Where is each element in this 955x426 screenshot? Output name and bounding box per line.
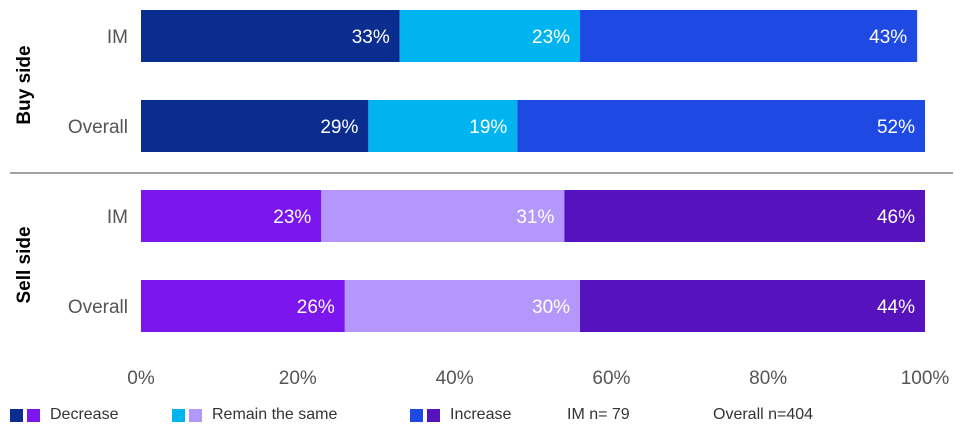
- x-tick-label-0: 0%: [127, 368, 155, 389]
- bar-segment-buy-side-im-decrease: [141, 10, 400, 62]
- bar-segment-buy-side-im-increase: [580, 10, 918, 62]
- legend-item-increase: Increase: [410, 404, 511, 426]
- category-label-buy-side-overall: Overall: [68, 117, 128, 138]
- category-label-sell-side-im: IM: [107, 207, 128, 228]
- bar-segment-sell-side-im-increase: [564, 190, 925, 242]
- data-label-sell-side-im-decrease: 23%: [273, 207, 311, 228]
- legend-label-increase: Increase: [450, 406, 512, 423]
- legend-note-im-n: IM n= 79: [567, 406, 630, 423]
- legend-item-remain: Remain the same: [172, 404, 337, 426]
- category-label-sell-side-overall: Overall: [68, 297, 128, 318]
- legend-swatch-remain-sell: [189, 408, 202, 422]
- group-label-sell-side: Sell side: [14, 226, 35, 303]
- bar-segment-buy-side-overall-increase: [517, 100, 925, 152]
- legend-swatch-increase-sell: [427, 408, 440, 422]
- legend-swatch-decrease-sell: [27, 408, 40, 422]
- data-label-buy-side-overall-remain-the-same: 19%: [469, 117, 507, 138]
- x-tick-label-4: 80%: [749, 368, 787, 389]
- data-label-sell-side-im-remain-the-same: 31%: [516, 207, 554, 228]
- x-tick-label-1: 20%: [279, 368, 317, 389]
- bar-segment-buy-side-overall-remain-the-same: [368, 100, 518, 152]
- bar-segment-buy-side-im-remain-the-same: [399, 10, 581, 62]
- bar-segment-sell-side-im-remain-the-same: [321, 190, 565, 242]
- x-tick-label-3: 60%: [592, 368, 630, 389]
- category-label-buy-side-im: IM: [107, 27, 128, 48]
- legend-label-remain: Remain the same: [212, 406, 338, 423]
- data-label-sell-side-im-increase: 46%: [877, 207, 915, 228]
- data-label-sell-side-overall-decrease: 26%: [297, 297, 335, 318]
- legend-swatch-remain-buy: [172, 408, 185, 422]
- data-label-sell-side-overall-increase: 44%: [877, 297, 915, 318]
- data-label-buy-side-im-decrease: 33%: [352, 27, 390, 48]
- legend-item-decrease: Decrease: [10, 404, 118, 426]
- data-label-sell-side-overall-remain-the-same: 30%: [532, 297, 570, 318]
- bar-segment-sell-side-overall-decrease: [141, 280, 345, 332]
- legend: Decrease Remain the same Increase IM n= …: [0, 404, 955, 426]
- group-label-buy-side: Buy side: [14, 45, 35, 124]
- bar-segment-sell-side-overall-increase: [580, 280, 925, 332]
- x-tick-label-5: 100%: [901, 368, 950, 389]
- legend-note-overall-n: Overall n=404: [713, 406, 814, 423]
- data-label-buy-side-im-increase: 43%: [869, 27, 907, 48]
- x-tick-label-2: 40%: [436, 368, 474, 389]
- data-label-buy-side-overall-increase: 52%: [877, 117, 915, 138]
- legend-swatch-decrease-buy: [10, 408, 23, 422]
- legend-swatch-increase-buy: [410, 408, 423, 422]
- legend-label-decrease: Decrease: [50, 406, 119, 423]
- data-label-buy-side-im-remain-the-same: 23%: [532, 27, 570, 48]
- bar-segment-sell-side-im-decrease: [141, 190, 322, 242]
- bar-segment-sell-side-overall-remain-the-same: [344, 280, 581, 332]
- data-label-buy-side-overall-decrease: 29%: [320, 117, 358, 138]
- bar-segment-buy-side-overall-decrease: [141, 100, 369, 152]
